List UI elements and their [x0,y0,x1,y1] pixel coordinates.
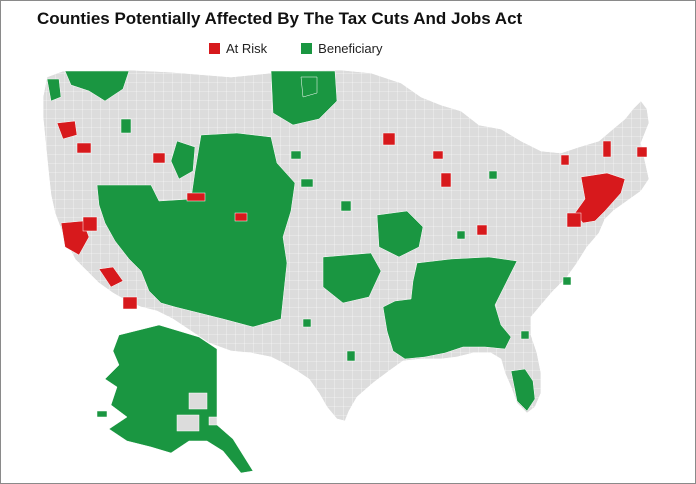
san-diego-at-risk [122,296,138,310]
alaska-neutral-2 [176,414,200,432]
idaho-panhandle-beneficiary [120,118,132,134]
detroit-at-risk [560,154,570,166]
alaska-beneficiary [104,324,254,474]
salt-lake-at-risk [186,192,206,202]
south-central-beneficiary [382,256,518,360]
michigan-at-risk [432,150,444,160]
wa-coast-beneficiary [46,78,62,102]
ok-beneficiary [302,318,312,328]
denver-at-risk [234,212,248,222]
la-at-risk [98,266,124,288]
big-southwest-beneficiary [96,132,296,328]
legend-item-at-risk: At Risk [209,41,267,56]
nw-washington-beneficiary [64,70,130,102]
mi-beneficiary [488,170,498,180]
tx-south-beneficiary [346,350,356,362]
sd-beneficiary [290,150,302,160]
legend-swatch-at-risk [209,43,220,54]
alaska [96,324,254,474]
reno-at-risk [152,152,166,164]
sacramento-at-risk [82,216,98,232]
minnesota-beneficiary [300,76,318,98]
at-risk-regions [56,120,648,310]
texas-oklahoma-beneficiary [322,252,382,304]
ga-beneficiary [520,330,530,340]
bay-area-at-risk [60,220,90,256]
idaho-beneficiary [170,140,196,180]
florida-beneficiary [510,368,536,412]
dc-at-risk [566,212,582,228]
legend-swatch-beneficiary [301,43,313,54]
alaska-neutral-1 [188,392,208,410]
montana-north-beneficiary [270,70,338,126]
legend-item-beneficiary: Beneficiary [301,41,382,56]
map-title: Counties Potentially Affected By The Tax… [37,9,523,28]
minneapolis-at-risk [382,132,396,146]
ne-beneficiary [300,178,314,188]
nc-beneficiary [562,276,572,286]
legend: At Risk Beneficiary [209,41,416,56]
chicago-at-risk [440,172,452,188]
portland-at-risk [76,142,92,154]
seattle-at-risk [56,120,78,140]
beneficiary-regions [46,70,572,412]
in-beneficiary [456,230,466,240]
legend-label-at-risk: At Risk [226,41,268,56]
alaska-neutral-3 [208,416,218,426]
aleutian-island-1 [96,410,108,418]
missouri-beneficiary [376,210,424,258]
boston-at-risk [636,146,648,158]
legend-label-beneficiary: Beneficiary [318,41,383,56]
ne-at-risk [602,140,612,158]
ks-beneficiary [340,200,352,212]
nyc-corridor-at-risk [574,172,626,224]
ohio-at-risk [476,224,488,236]
